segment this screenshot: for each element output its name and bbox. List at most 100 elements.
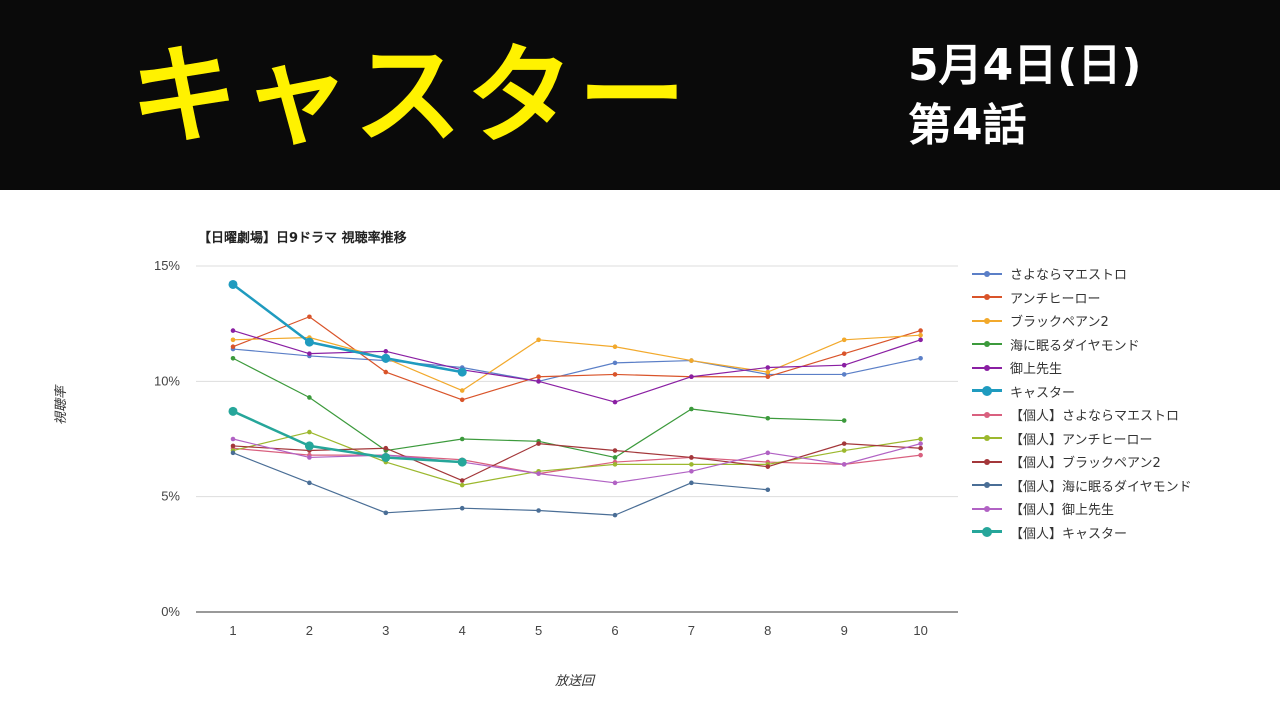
data-point-s3-ep9 [841,337,847,343]
data-point-s6-ep2 [304,337,314,347]
data-point-s2-ep3 [383,369,389,375]
series-line-11 [232,438,921,484]
legend-swatch [972,526,1002,538]
series-line-5 [232,330,921,403]
data-point-s2-ep5 [536,374,541,380]
data-point-s9-ep8 [765,464,771,469]
legend-label: 【個人】さよならマエストロ [1010,409,1180,425]
data-point-s11-ep7 [689,468,694,474]
chart-title: 【日曜劇場】日9ドラマ 視聴率推移 [198,231,407,246]
x-axis-label: 放送回 [555,674,595,689]
data-point-s5-ep6 [612,399,618,405]
data-point-s2-ep8 [765,374,771,380]
data-point-s5-ep9 [841,362,847,368]
data-point-s8-ep4 [459,482,465,488]
data-point-s12-ep3 [381,452,391,462]
data-point-s9-ep4 [459,478,465,483]
legend-label: 御上先生 [1010,362,1063,378]
legend-item[interactable]: アンチヒーロー [972,286,1192,310]
y-tick-label: 0% [161,604,180,619]
x-tick-label: 9 [841,623,848,638]
data-point-s12-ep2 [304,441,314,451]
legend-swatch [972,315,1002,327]
data-point-s8-ep2 [307,429,312,435]
legend-item[interactable]: 【個人】ブラックペアン2 [972,450,1192,474]
legend-swatch [972,291,1002,303]
data-point-s8-ep9 [841,448,847,453]
series-line-6 [232,283,463,374]
x-tick-label: 3 [382,623,389,638]
data-point-s10-ep1 [230,450,236,456]
data-point-s5-ep5 [536,379,541,384]
x-tick-label: 10 [913,623,927,638]
drama-title: キャスター [130,34,691,159]
legend-swatch [972,503,1002,515]
legend-item[interactable]: 御上先生 [972,356,1192,380]
broadcast-date: 5月4日(日) [908,40,1142,91]
data-point-s1-ep10 [918,355,923,361]
legend-item[interactable]: 【個人】海に眠るダイヤモンド [972,474,1192,498]
data-point-s4-ep8 [765,415,771,421]
data-point-s5-ep3 [383,349,389,354]
data-point-s3-ep8 [765,369,771,375]
data-point-s2-ep9 [841,351,847,356]
legend-marker [984,411,990,418]
data-point-s9-ep5 [536,441,541,446]
legend-label: ブラックペアン2 [1010,315,1109,331]
legend-marker [984,505,990,512]
y-tick-label: 15% [154,258,180,273]
y-tick-label: 5% [161,489,180,504]
series-line-9 [232,443,921,482]
legend-marker [984,458,990,465]
legend-item[interactable]: 【個人】アンチヒーロー [972,427,1192,451]
legend-swatch [972,456,1002,468]
data-point-s8-ep6 [612,462,618,467]
data-point-s10-ep5 [536,508,541,513]
data-point-s5-ep7 [689,374,694,380]
data-point-s11-ep6 [612,480,618,486]
data-point-s4-ep7 [689,406,694,412]
data-point-s7-ep10 [918,452,923,458]
legend-swatch [972,385,1002,397]
data-point-s11-ep8 [765,450,771,456]
legend-item[interactable]: 【個人】さよならマエストロ [972,403,1192,427]
data-point-s12-ep4 [457,457,467,467]
series-line-3 [232,334,921,392]
data-point-s10-ep7 [689,480,694,486]
legend-item[interactable]: さよならマエストロ [972,262,1192,286]
data-point-s11-ep1 [230,436,236,442]
data-point-s2-ep10 [918,328,923,333]
legend-item[interactable]: ブラックペアン2 [972,309,1192,333]
legend-item[interactable]: キャスター [972,380,1192,404]
series-line-12 [232,410,463,464]
data-point-s9-ep10 [918,445,923,451]
x-tick-label: 5 [535,623,542,638]
legend-swatch [972,479,1002,491]
legend-marker [984,482,990,489]
data-point-s4-ep9 [841,418,847,423]
legend-item[interactable]: 【個人】キャスター [972,521,1192,545]
data-point-s6-ep3 [381,353,391,363]
data-point-s6-ep1 [228,279,238,289]
episode-number: 第4話 [908,100,1027,151]
data-point-s10-ep2 [307,480,312,486]
legend-marker [984,341,990,348]
data-point-s5-ep1 [230,328,236,333]
data-point-s1-ep6 [612,360,618,366]
data-point-s11-ep5 [536,471,541,476]
legend-label: 海に眠るダイヤモンド [1010,338,1140,354]
data-point-s9-ep6 [612,448,618,453]
data-point-s3-ep4 [459,388,465,393]
data-point-s2-ep6 [612,372,618,377]
x-tick-label: 7 [688,623,695,638]
data-point-s3-ep10 [918,332,923,338]
series-line-2 [232,316,921,401]
legend-label: 【個人】キャスター [1010,526,1128,542]
data-point-s3-ep5 [536,337,541,343]
x-tick-label: 1 [229,623,236,638]
legend-item[interactable]: 【個人】御上先生 [972,497,1192,521]
legend-swatch [972,432,1002,444]
data-point-s9-ep9 [841,441,847,446]
legend-label: キャスター [1010,385,1076,401]
legend-item[interactable]: 海に眠るダイヤモンド [972,333,1192,357]
